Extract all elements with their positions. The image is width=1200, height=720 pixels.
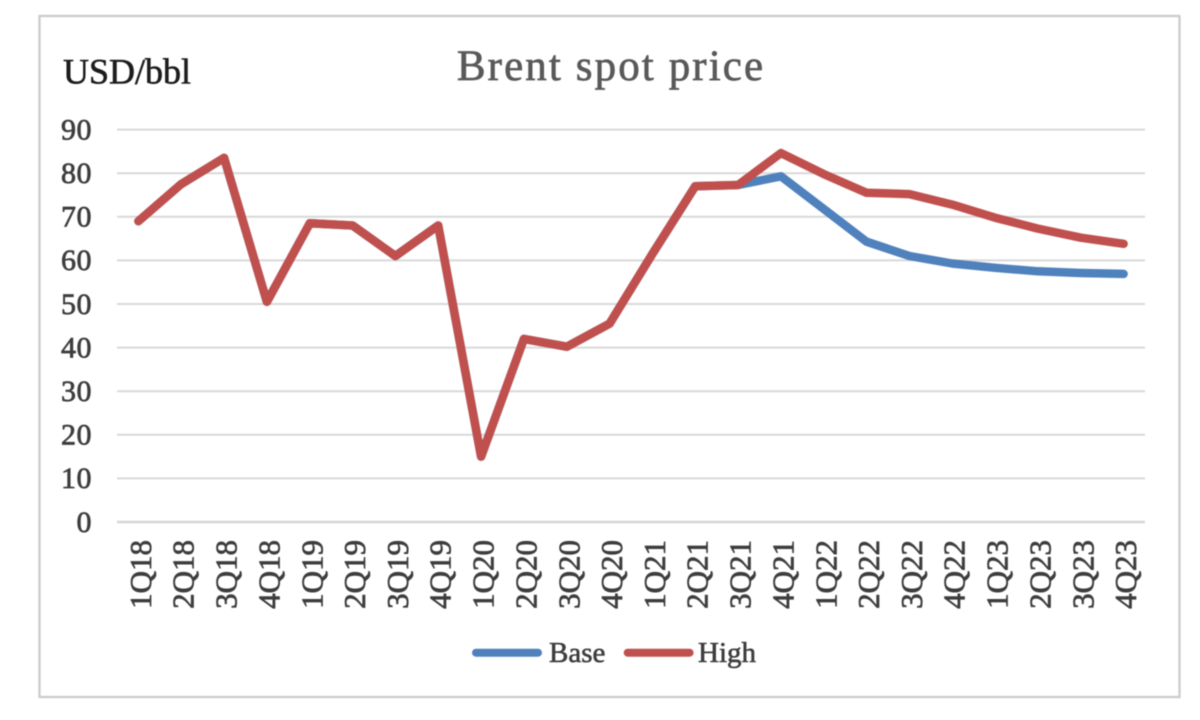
svg-text:2Q23: 2Q23 <box>1022 540 1057 609</box>
svg-text:2Q22: 2Q22 <box>851 540 886 609</box>
svg-text:3Q23: 3Q23 <box>1065 540 1100 609</box>
svg-text:3Q22: 3Q22 <box>894 540 929 609</box>
svg-text:3Q20: 3Q20 <box>551 540 586 609</box>
svg-text:1Q20: 1Q20 <box>466 540 501 609</box>
svg-text:1Q22: 1Q22 <box>808 540 843 609</box>
svg-text:4Q18: 4Q18 <box>251 540 286 609</box>
svg-text:50: 50 <box>61 288 92 321</box>
svg-text:Base: Base <box>549 637 605 669</box>
svg-text:20: 20 <box>61 419 92 452</box>
svg-text:1Q21: 1Q21 <box>637 540 672 609</box>
svg-text:10: 10 <box>61 462 92 495</box>
svg-text:3Q18: 3Q18 <box>209 540 244 609</box>
svg-text:1Q19: 1Q19 <box>294 540 329 609</box>
svg-text:2Q19: 2Q19 <box>337 540 372 609</box>
svg-text:4Q22: 4Q22 <box>937 540 972 609</box>
svg-text:1Q18: 1Q18 <box>123 540 158 609</box>
svg-text:4Q23: 4Q23 <box>1108 540 1143 609</box>
svg-text:2Q18: 2Q18 <box>166 540 201 609</box>
svg-text:2Q20: 2Q20 <box>508 540 543 609</box>
svg-text:High: High <box>698 637 757 669</box>
svg-text:3Q19: 3Q19 <box>380 540 415 609</box>
svg-text:70: 70 <box>61 201 92 234</box>
svg-text:3Q21: 3Q21 <box>723 540 758 609</box>
svg-text:90: 90 <box>61 113 92 146</box>
svg-text:Brent spot price: Brent spot price <box>457 43 765 90</box>
svg-text:4Q19: 4Q19 <box>423 540 458 609</box>
svg-text:40: 40 <box>61 331 92 364</box>
svg-text:0: 0 <box>77 506 93 539</box>
svg-text:4Q20: 4Q20 <box>594 540 629 609</box>
svg-text:2Q21: 2Q21 <box>680 540 715 609</box>
svg-text:1Q23: 1Q23 <box>980 540 1015 609</box>
svg-text:80: 80 <box>61 157 92 190</box>
svg-text:30: 30 <box>61 375 92 408</box>
svg-text:4Q21: 4Q21 <box>765 540 800 609</box>
svg-text:USD/bbl: USD/bbl <box>63 52 191 92</box>
svg-text:60: 60 <box>61 244 92 277</box>
